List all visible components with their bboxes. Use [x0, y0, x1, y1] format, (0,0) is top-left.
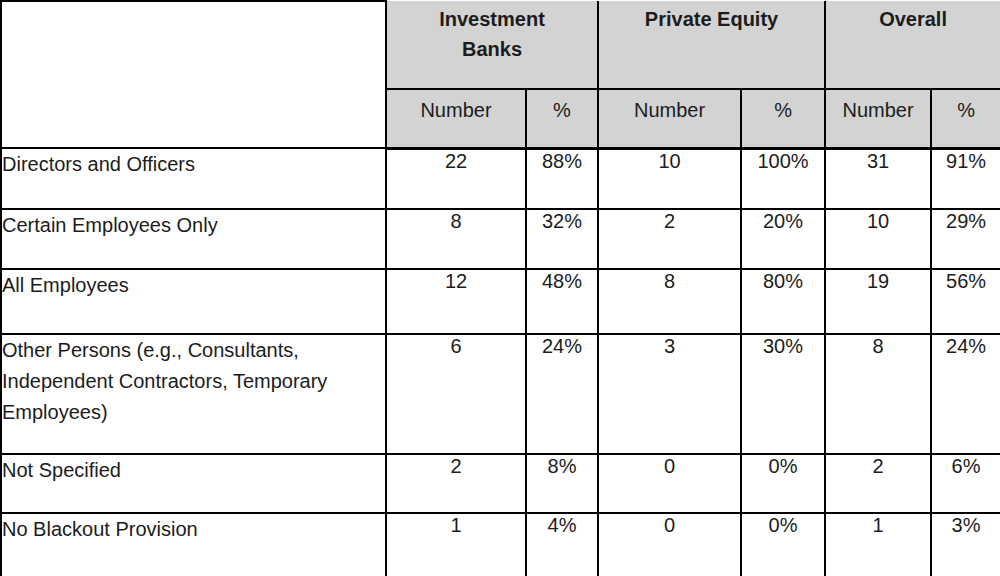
subheader-ib-number: Number — [386, 89, 526, 148]
cell-value: 0% — [741, 454, 825, 513]
document-page: Investment Banks Private Equity Overall … — [0, 0, 1000, 576]
cell-value: 6% — [931, 454, 1000, 513]
row-label: Other Persons (e.g., Consultants, Indepe… — [1, 334, 386, 454]
table-row: Directors and Officers 22 88% 10 100% 31… — [1, 148, 1000, 209]
cell-value: 91% — [931, 148, 1000, 209]
col-group-overall: Overall — [825, 1, 1000, 89]
table-row: No Blackout Provision 1 4% 0 0% 1 3% — [1, 513, 1000, 576]
cell-value: 12 — [386, 269, 526, 334]
table-row: Other Persons (e.g., Consultants, Indepe… — [1, 334, 1000, 454]
cell-value: 24% — [526, 334, 598, 454]
cell-value: 8 — [825, 334, 931, 454]
row-label: Directors and Officers — [1, 148, 386, 209]
cell-value: 80% — [741, 269, 825, 334]
cell-value: 10 — [825, 209, 931, 269]
subheader-ib-percent: % — [526, 89, 598, 148]
cell-value: 48% — [526, 269, 598, 334]
header-group-row: Investment Banks Private Equity Overall — [1, 1, 1000, 89]
corner-cell — [1, 1, 386, 148]
cell-value: 29% — [931, 209, 1000, 269]
subheader-pe-percent: % — [741, 89, 825, 148]
row-label: No Blackout Provision — [1, 513, 386, 576]
cell-value: 31 — [825, 148, 931, 209]
cell-value: 32% — [526, 209, 598, 269]
subheader-overall-percent: % — [931, 89, 1000, 148]
cell-value: 20% — [741, 209, 825, 269]
cell-value: 100% — [741, 148, 825, 209]
row-label: Not Specified — [1, 454, 386, 513]
cell-value: 3% — [931, 513, 1000, 576]
cell-value: 4% — [526, 513, 598, 576]
cell-value: 0% — [741, 513, 825, 576]
cell-value: 6 — [386, 334, 526, 454]
cell-value: 2 — [598, 209, 741, 269]
row-label: All Employees — [1, 269, 386, 334]
row-label: Certain Employees Only — [1, 209, 386, 269]
table-row: All Employees 12 48% 8 80% 19 56% — [1, 269, 1000, 334]
cell-value: 0 — [598, 454, 741, 513]
subheader-overall-number: Number — [825, 89, 931, 148]
table-row: Not Specified 2 8% 0 0% 2 6% — [1, 454, 1000, 513]
table-row: Certain Employees Only 8 32% 2 20% 10 29… — [1, 209, 1000, 269]
cell-value: 22 — [386, 148, 526, 209]
cell-value: 10 — [598, 148, 741, 209]
cell-value: 2 — [825, 454, 931, 513]
col-group-investment-banks: Investment Banks — [386, 1, 598, 89]
cell-value: 8 — [386, 209, 526, 269]
cell-value: 0 — [598, 513, 741, 576]
cell-value: 8% — [526, 454, 598, 513]
blackout-coverage-table: Investment Banks Private Equity Overall … — [0, 0, 1000, 576]
cell-value: 24% — [931, 334, 1000, 454]
subheader-pe-number: Number — [598, 89, 741, 148]
cell-value: 8 — [598, 269, 741, 334]
cell-value: 19 — [825, 269, 931, 334]
cell-value: 56% — [931, 269, 1000, 334]
cell-value: 3 — [598, 334, 741, 454]
cell-value: 30% — [741, 334, 825, 454]
cell-value: 88% — [526, 148, 598, 209]
col-group-private-equity: Private Equity — [598, 1, 825, 89]
cell-value: 1 — [825, 513, 931, 576]
cell-value: 1 — [386, 513, 526, 576]
cell-value: 2 — [386, 454, 526, 513]
